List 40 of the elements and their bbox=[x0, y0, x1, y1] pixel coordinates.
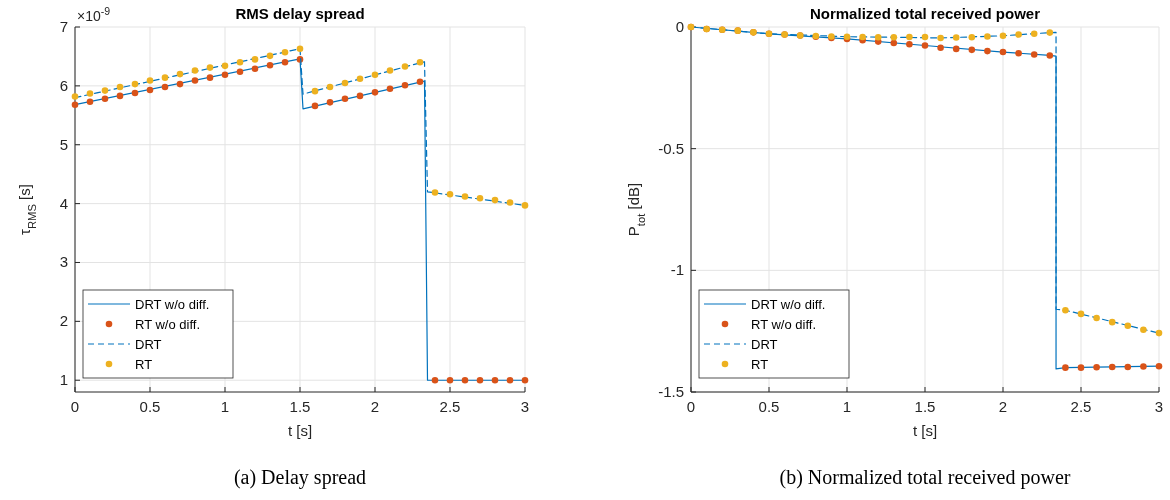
legend-label: DRT w/o diff. bbox=[751, 297, 826, 312]
x-tick-label: 2.5 bbox=[1070, 398, 1092, 415]
x-tick-label: 0 bbox=[686, 398, 696, 415]
legend-label: RT bbox=[135, 357, 153, 372]
legend-label: DRT bbox=[751, 337, 778, 352]
chart-title: Normalized total received power bbox=[809, 5, 1041, 22]
y-tick-label: -1.5 bbox=[658, 383, 684, 400]
legend-label: DRT w/o diff. bbox=[135, 297, 210, 312]
x-tick-label: 1 bbox=[220, 398, 230, 415]
y-tick-label: 4 bbox=[59, 194, 68, 212]
text: ×10$^{-9}$ bbox=[77, 5, 111, 24]
legend-label: RT w/o diff. bbox=[135, 317, 201, 332]
x-tick-label: 2.5 bbox=[439, 398, 461, 415]
x-tick-label: 0 bbox=[70, 398, 80, 415]
y-tick-label: 5 bbox=[59, 135, 68, 153]
x-tick-label: 1 bbox=[842, 398, 852, 415]
y-tick-label: 3 bbox=[59, 253, 68, 271]
x-tick-label: 2 bbox=[998, 398, 1008, 415]
y-tick-label: 1 bbox=[59, 371, 68, 389]
x-tick-label: 0.5 bbox=[139, 398, 161, 415]
x-tick-label: 2 bbox=[370, 398, 380, 415]
x-axis-title: t [s] bbox=[912, 422, 938, 439]
x-tick-label: 1.5 bbox=[289, 398, 311, 415]
x-tick-label: 0.5 bbox=[758, 398, 780, 415]
y-tick-label: -1 bbox=[670, 261, 684, 279]
text: (a) Delay spread bbox=[233, 466, 367, 489]
y-tick-label: 6 bbox=[59, 76, 68, 94]
x-tick-label: 1.5 bbox=[914, 398, 936, 415]
y-tick-label: 7 bbox=[59, 18, 68, 35]
legend-label: DRT bbox=[135, 337, 162, 352]
y-tick-label: -0.5 bbox=[658, 139, 684, 157]
legend-label: RT w/o diff. bbox=[751, 317, 817, 332]
y-tick-label: 0 bbox=[675, 18, 684, 35]
x-tick-label: 3 bbox=[1154, 398, 1164, 415]
text: (b) Normalized total received power bbox=[779, 466, 1071, 489]
chart-title: RMS delay spread bbox=[235, 5, 365, 22]
legend-label: RT bbox=[751, 357, 769, 372]
x-axis-title: t [s] bbox=[287, 422, 313, 439]
y-tick-label: 2 bbox=[59, 312, 68, 330]
x-tick-label: 3 bbox=[520, 398, 530, 415]
